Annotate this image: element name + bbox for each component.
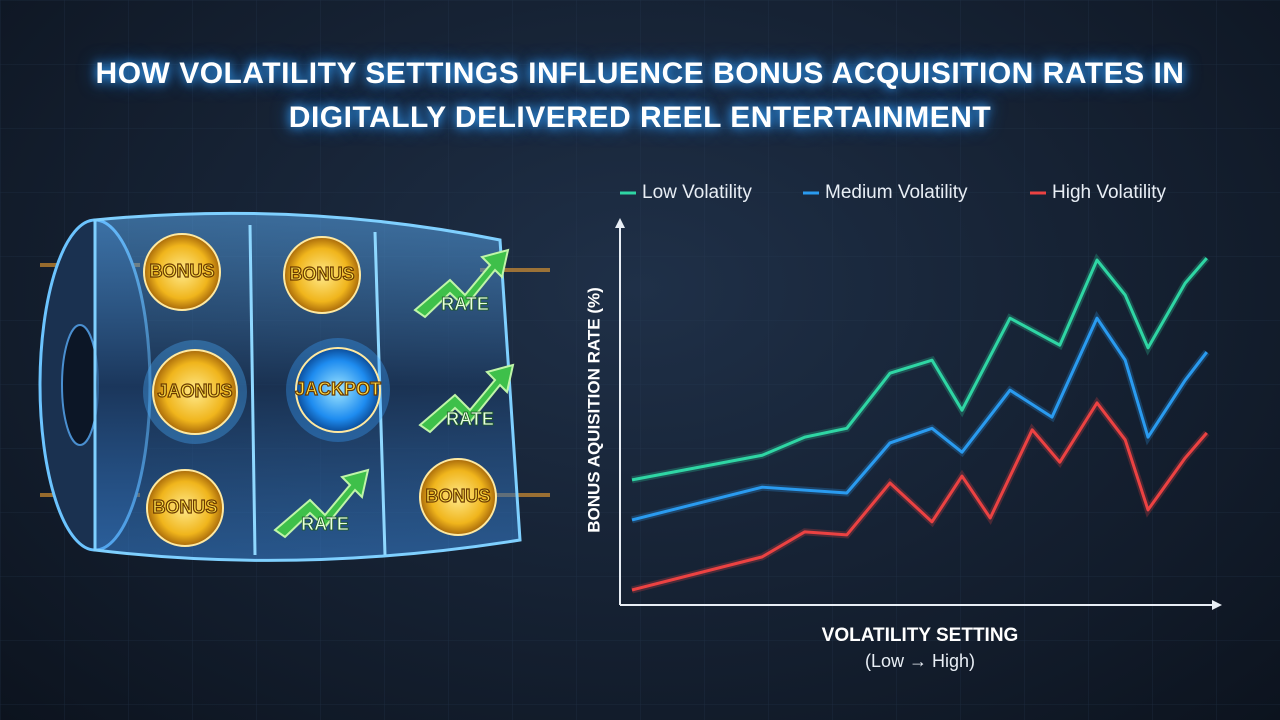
symbol-label: BONUS (152, 497, 217, 517)
title: HOW VOLATILITY SETTINGS INFLUENCE BONUS … (95, 57, 1185, 134)
coin (152, 349, 238, 435)
legend-label: High Volatility (1052, 182, 1167, 203)
coin (419, 458, 497, 536)
rate-arrow (273, 468, 370, 539)
series-glow (631, 311, 1210, 524)
symbol-label: JAONUS (157, 381, 232, 401)
symbol-label: BONUS (425, 486, 490, 506)
symbol-label: BONUS (149, 261, 214, 281)
coin (143, 233, 221, 311)
y-axis-arrow (615, 218, 625, 228)
x-axis-arrow (1212, 600, 1222, 610)
x-axis-sublabel: (Low → High) (865, 651, 975, 671)
symbol-label: RATE (301, 514, 349, 534)
coin (146, 469, 224, 547)
symbol-label: BONUS (289, 264, 354, 284)
coin (283, 236, 361, 314)
series-line (631, 257, 1208, 482)
series-line (631, 316, 1208, 522)
legend-label: Medium Volatility (825, 182, 968, 203)
symbol-label: RATE (441, 294, 489, 314)
rate-arrow (418, 363, 515, 434)
x-axis-label: VOLATILITY SETTING (822, 625, 1019, 646)
coin (295, 347, 381, 433)
series-line (631, 401, 1208, 592)
symbol-label: RATE (446, 409, 494, 429)
y-axis-label: BONUS AQUISITION RATE (%) (584, 287, 603, 533)
rate-arrow (413, 248, 510, 319)
symbol-label: JACKPOT (295, 379, 381, 399)
legend-label: Low Volatility (642, 182, 752, 203)
